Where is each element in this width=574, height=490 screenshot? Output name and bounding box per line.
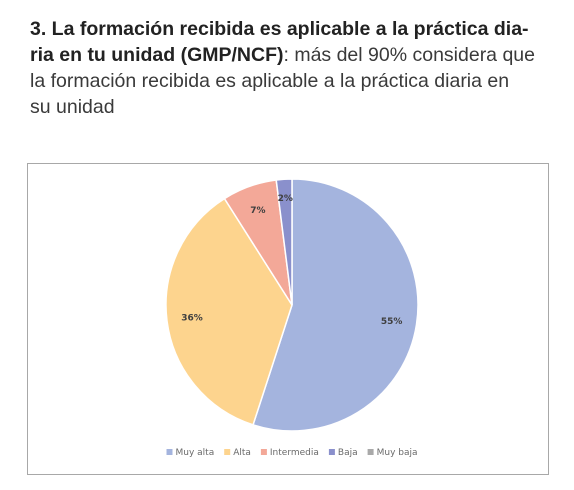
data-label-alta: 36%: [181, 314, 203, 324]
legend-label-intermedia: Intermedia: [270, 448, 319, 458]
pie-slice-alta: [165, 197, 293, 426]
pie-slice-baja: [275, 178, 293, 306]
legend-swatch-alta: [224, 449, 231, 455]
legend-label-muy-alta: Muy alta: [176, 448, 215, 458]
chart-heading: 3. La formación recibida es aplicable a …: [30, 16, 560, 120]
legend-item-intermedia: Intermedia: [260, 448, 319, 458]
legend-swatch-muy-baja: [367, 449, 374, 455]
data-label-muy-alta: 55%: [381, 317, 403, 327]
legend-label-muy-baja: Muy baja: [377, 448, 418, 458]
legend-item-muy-baja: Muy baja: [367, 448, 418, 458]
chart-legend: Muy alta Alta Intermedia Baja Muy baja: [166, 448, 418, 458]
pie-slices: [165, 178, 419, 432]
legend-item-baja: Baja: [328, 448, 358, 458]
pie-chart: 55%36%7%2% Muy alta Alta Intermedia Baja Muy…: [165, 178, 419, 458]
legend-item-alta: Alta: [224, 448, 251, 458]
heading-bold-line-1: 3. La formación recibida es aplicable a …: [30, 18, 529, 40]
data-label-baja: 2%: [278, 194, 293, 204]
heading-text-line-4: su unidad: [30, 96, 115, 118]
pie-slice-muy-alta: [252, 178, 419, 432]
heading-bold-line-2: ria en tu unidad (GMP/NCF): [30, 44, 284, 66]
pie-labels: 55% 36% 7% 2%: [181, 194, 402, 327]
legend-swatch-muy-alta: [166, 449, 173, 455]
heading-text-line-2: : más del 90% considera que: [283, 44, 535, 66]
legend-label-alta: Alta: [233, 448, 251, 458]
legend-label-baja: Baja: [338, 448, 358, 458]
heading-text-line-3: la formación recibida es aplicable a la …: [30, 70, 510, 92]
data-label-intermedia: 7%: [250, 206, 265, 216]
legend-swatch-baja: [328, 449, 335, 455]
chart-frame: 55% 36% 7% 2% Muy alta Alta Intermedia Baja Muy…: [27, 163, 549, 475]
legend-item-muy-alta: Muy alta: [166, 448, 215, 458]
legend-swatch-intermedia: [260, 449, 267, 455]
